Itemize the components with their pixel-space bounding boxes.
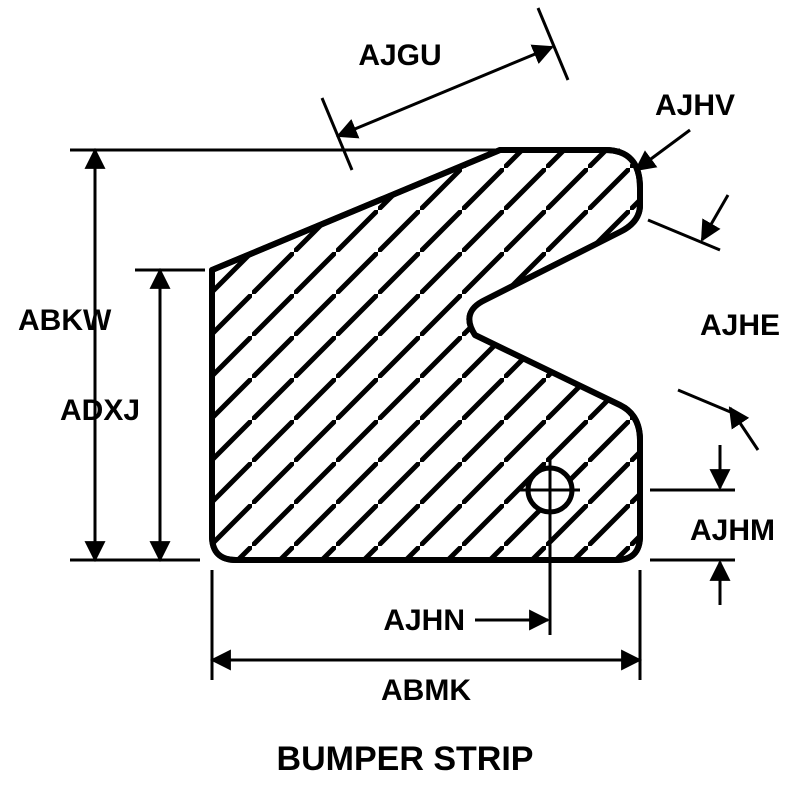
diagram-canvas: ABKW ADXJ AJGU AJHV AJHE AJHM AJHN ABMK … (0, 0, 810, 810)
label-ajhn: AJHN (383, 604, 465, 637)
label-ajhm: AJHM (690, 514, 775, 547)
label-ajhe: AJHE (700, 309, 780, 342)
diagram-title: BUMPER STRIP (277, 740, 534, 778)
label-ajhv: AJHV (655, 89, 735, 122)
label-abkw: ABKW (18, 304, 112, 337)
profile (212, 150, 720, 560)
label-abmk: ABMK (381, 674, 471, 707)
label-adxj: ADXJ (60, 394, 140, 427)
label-ajgu: AJGU (358, 39, 441, 72)
